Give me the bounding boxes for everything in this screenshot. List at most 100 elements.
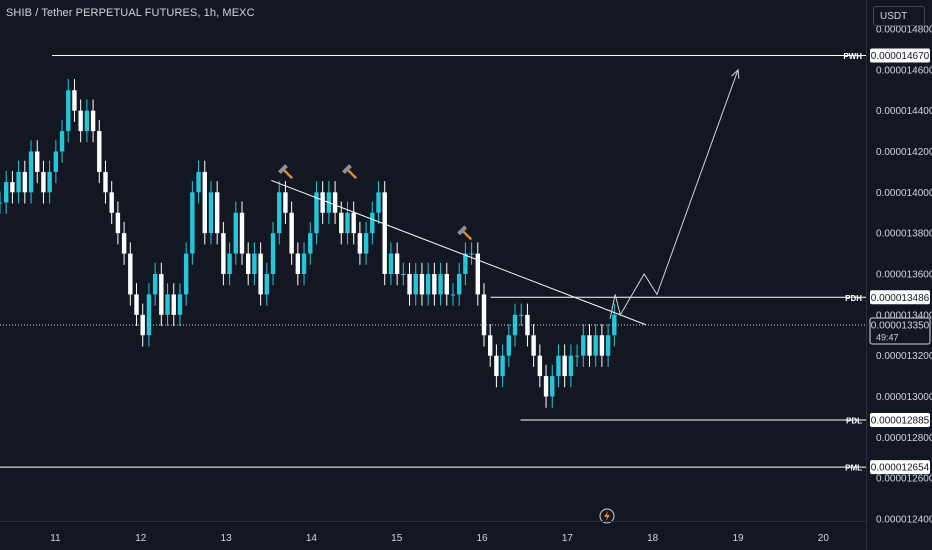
y-tick-label: 0.000012800 (876, 433, 932, 444)
candle-body (72, 90, 77, 111)
candle-body (53, 151, 59, 172)
current-price-value: 0.000013350 (871, 321, 930, 332)
candle-body (246, 253, 251, 274)
y-tick-label: 0.000012400 (876, 515, 932, 526)
candle-body (425, 274, 431, 295)
candle-body (109, 192, 114, 213)
y-tick-label: 0.000014400 (876, 106, 932, 117)
candle-body (376, 192, 381, 213)
candle-body (463, 253, 468, 274)
level-label: PWH (843, 52, 862, 61)
candle-body (146, 294, 152, 336)
candle-body (295, 253, 301, 274)
candle-body (115, 212, 121, 234)
y-tick-label: 0.000013200 (876, 351, 932, 362)
x-tick-label: 17 (562, 533, 574, 544)
candle-body (59, 131, 65, 152)
x-tick-label: 14 (306, 533, 318, 544)
level-price-value: 0.000012654 (871, 463, 930, 474)
candle-body (345, 212, 350, 234)
time-axis: 11 12 13 14 15 16 17 18 19 20 (50, 533, 829, 544)
candle-body (214, 192, 220, 234)
x-tick-label: 16 (476, 533, 488, 544)
candle-body (320, 192, 325, 213)
x-tick-label: 12 (135, 533, 147, 544)
level-label: PML (845, 464, 862, 473)
x-tick-label: 18 (647, 533, 659, 544)
candle-body (78, 110, 83, 132)
x-tick-label: 20 (818, 533, 830, 544)
candle-body (239, 212, 245, 254)
projection-path (609, 69, 739, 320)
candle-body (407, 274, 412, 295)
y-tick-label: 0.000014600 (876, 65, 932, 76)
candle-body (568, 355, 574, 377)
countdown: 49:47 (876, 333, 899, 343)
candle-body (221, 233, 226, 274)
candle-body (283, 192, 288, 213)
candle-body (121, 233, 127, 254)
candle-body (66, 90, 71, 132)
currency-select[interactable]: USDT (873, 6, 925, 26)
x-tick-label: 19 (732, 533, 744, 544)
candle-body (16, 171, 21, 193)
candle-body (413, 274, 418, 295)
candle-body (41, 171, 46, 193)
candle-body (84, 110, 90, 132)
hammer-icon (278, 164, 294, 180)
candle-body (159, 274, 164, 315)
hammer-icon (342, 164, 358, 180)
y-tick-label: 0.000014800 (876, 25, 932, 36)
candle-body (140, 314, 145, 336)
x-tick-label: 15 (391, 533, 403, 544)
candle-body (0, 202, 3, 204)
candle-body (134, 294, 139, 315)
level-price-tag (870, 290, 930, 305)
candle-body (47, 171, 52, 193)
candle-body (128, 253, 133, 295)
candle-body (444, 274, 449, 295)
candle-body (233, 212, 238, 254)
y-tick-label: 0.000012600 (876, 474, 932, 485)
candle-body (183, 253, 189, 295)
candle-body (190, 192, 195, 254)
candle-body (612, 314, 617, 336)
candle-body (388, 253, 394, 274)
price-axis-divider (866, 0, 867, 550)
candle-body (481, 294, 487, 336)
lightning-icon (599, 508, 615, 524)
level-label: PDL (846, 416, 862, 425)
level-price-value: 0.000012885 (871, 415, 930, 426)
candle-body (525, 314, 530, 336)
candle-body (494, 355, 499, 377)
candle-body (301, 253, 307, 274)
lines-layer (271, 68, 740, 524)
chart-title: SHIB / Tether PERPETUAL FUTURES, 1h, MEX… (6, 7, 255, 19)
candle-body (432, 274, 437, 295)
candle-body (103, 171, 108, 193)
candle-body (531, 335, 536, 356)
candle-body (556, 355, 561, 377)
candle-body (332, 192, 338, 213)
y-tick-label: 0.000013600 (876, 270, 932, 281)
y-tick-label: 0.000013400 (876, 310, 932, 321)
y-tick-label: 0.000014200 (876, 147, 932, 158)
candle-body (605, 335, 611, 356)
x-tick-label: 11 (50, 533, 61, 544)
candle-body (252, 253, 257, 274)
candle-body (519, 314, 524, 316)
hammer-icon (457, 225, 473, 241)
candle-body (10, 182, 15, 193)
level-price-tag (870, 460, 930, 475)
level-label: PDH (845, 294, 862, 303)
candle-body (537, 355, 543, 377)
candle-body (357, 233, 363, 254)
candle-body (506, 335, 512, 356)
level-price-value: 0.000014670 (871, 51, 930, 62)
candle-body (382, 192, 387, 274)
candle-body (438, 274, 443, 295)
candle-body (363, 233, 369, 254)
candle-body (28, 151, 34, 193)
candle-body (264, 274, 270, 295)
